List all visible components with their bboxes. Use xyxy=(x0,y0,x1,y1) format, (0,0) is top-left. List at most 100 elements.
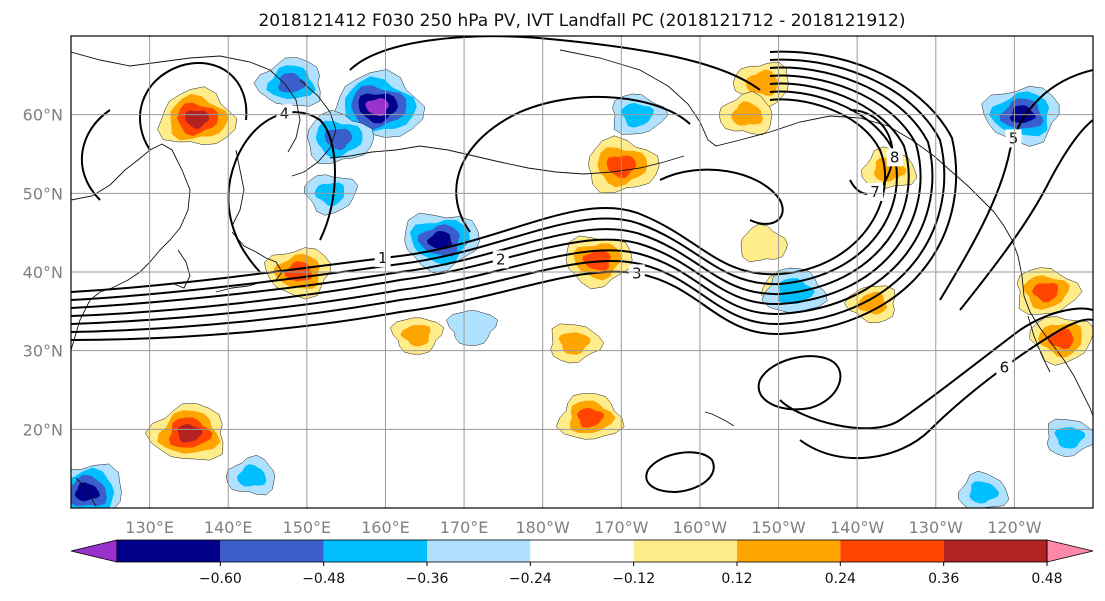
positive-anomaly-blob-6-level-2 xyxy=(1032,282,1059,303)
colorbar-tick-label: −0.60 xyxy=(199,571,242,587)
coastline-alaska xyxy=(559,49,995,213)
negative-anomaly-blob-4-level-2 xyxy=(278,73,307,93)
colorbar-segment xyxy=(633,540,737,562)
colorbar-tick-label: −0.48 xyxy=(302,571,345,587)
latitude-tick-label: 50°N xyxy=(23,184,63,203)
positive-anomaly-blob-11-level-1 xyxy=(558,332,591,355)
longitude-tick-label: 140°E xyxy=(204,518,253,537)
colorbar-tick-label: 0.24 xyxy=(825,571,856,587)
pv-contours xyxy=(71,36,1093,494)
coastline-baja xyxy=(1027,315,1051,373)
negative-anomaly-blob-11-level-1 xyxy=(1054,427,1085,449)
longitude-tick-label: 160°W xyxy=(673,518,728,537)
pv-contour-east-1 xyxy=(939,69,1093,301)
coastline-asia xyxy=(71,143,191,351)
pv-contour-jet-1 xyxy=(71,98,886,293)
latitude-tick-label: 60°N xyxy=(23,106,63,125)
contour-label: 8 xyxy=(890,148,900,166)
positive-anomaly-blob-2-level-2 xyxy=(582,249,611,271)
lat-lon-grid xyxy=(71,36,1093,508)
pv-contour-ring-1 xyxy=(757,355,842,411)
pv-contour-subtrop-1 xyxy=(779,307,1093,430)
colorbar-segment xyxy=(737,540,841,562)
negative-anomaly-blob-9-level-1 xyxy=(237,464,267,487)
longitude-tick-label: 170°W xyxy=(594,518,649,537)
pv-contour-west-3 xyxy=(81,109,111,201)
colorbar-extend-min xyxy=(70,539,118,563)
coastline-sakhalin xyxy=(231,149,245,227)
negative-anomaly-blob-0-level-4 xyxy=(365,98,389,117)
colorbar-segment xyxy=(117,540,221,562)
coastline-aleutians xyxy=(329,145,685,175)
negative-anomaly-blob-7-level-1 xyxy=(314,182,344,207)
longitude-tick-label: 140°W xyxy=(830,518,885,537)
coastline-north-america xyxy=(993,211,1093,417)
longitude-tick-label: 180°W xyxy=(516,518,571,537)
pv-contour-ring-4 xyxy=(659,168,784,225)
longitude-tick-label: 160°E xyxy=(361,518,410,537)
coastline-kamchatka xyxy=(291,79,337,177)
longitude-tick-labels: 130°E 140°E 150°E 160°E 170°E 180°W 170°W 160°W… xyxy=(125,518,1041,537)
contour-label-bg xyxy=(996,358,1013,377)
negative-anomaly-blob-10-level-1 xyxy=(969,481,999,504)
pv-contour-east-2 xyxy=(959,119,1093,311)
contour-label: 7 xyxy=(870,183,880,201)
pv-contour-jet-5 xyxy=(71,66,934,325)
negative-anomaly-blob-2-level-3 xyxy=(426,231,453,249)
colorbar-segment xyxy=(427,540,531,562)
colorbar-tick-label: 0.12 xyxy=(721,571,752,587)
pv-contour-labels: 1 2 3 4 5 6 78 xyxy=(276,104,1022,377)
colorbar-segment xyxy=(530,540,634,562)
colorbar-segment xyxy=(943,540,1047,562)
coastline-siberia xyxy=(71,51,301,153)
contour-label: 1 xyxy=(378,249,388,267)
negative-anomaly-blob-6-level-1 xyxy=(621,102,655,128)
colorbar-tick-label: 0.48 xyxy=(1031,571,1062,587)
positive-anomaly-blob-5-level-2 xyxy=(577,407,604,428)
contour-label-bg xyxy=(276,104,293,123)
longitude-tick-label: 130°E xyxy=(125,518,174,537)
contour-label: 3 xyxy=(632,264,642,282)
colorbar-tick-label: 0.36 xyxy=(928,571,959,587)
contour-label: 4 xyxy=(280,104,290,122)
coastline-philippines xyxy=(75,477,97,507)
contour-label: 2 xyxy=(496,250,506,268)
positive-anomaly-blob-9-level-1 xyxy=(730,101,763,126)
pv-contour-jet-3 xyxy=(71,82,910,309)
pv-contour-west-1 xyxy=(227,111,336,273)
longitude-tick-label: 130°W xyxy=(909,518,964,537)
figure-title: 2018121412 F030 250 hPa PV, IVT Landfall… xyxy=(258,11,905,31)
pv-contour-west-2 xyxy=(139,62,248,151)
latitude-tick-label: 20°N xyxy=(23,420,63,439)
colorbar-segment xyxy=(840,540,944,562)
longitude-tick-label: 150°E xyxy=(283,518,332,537)
colorbar-tick-label: −0.24 xyxy=(509,571,552,587)
positive-anomaly-blob-4-level-3 xyxy=(177,424,203,443)
longitude-tick-label: 150°W xyxy=(751,518,806,537)
contour-label-bg xyxy=(1005,129,1022,148)
colorbar-segment xyxy=(323,540,427,562)
colorbar-segment xyxy=(220,540,324,562)
pv-contour-subtrop-2 xyxy=(799,318,1093,460)
latitude-tick-label: 40°N xyxy=(23,263,63,282)
positive-anomaly-blob-12-level-1 xyxy=(400,325,431,347)
coastline-hawaii xyxy=(704,411,735,427)
colorbar-tick-label: −0.36 xyxy=(406,571,449,587)
colorbar-outline xyxy=(116,539,1048,563)
pv-contour-ring-3 xyxy=(849,109,894,195)
negative-anomaly-blob-12-level-0 xyxy=(446,310,498,346)
latitude-tick-labels: 20°N 30°N 40°N 50°N 60°N xyxy=(23,106,63,440)
pv-contour-north-2 xyxy=(349,36,761,91)
contour-label: 5 xyxy=(1009,129,1019,147)
contour-label-bg xyxy=(886,148,903,167)
colorbar: −0.60 −0.48 −0.36 −0.24 −0.12 0.12 0.24 0.36 0.4… xyxy=(70,539,1094,587)
pv-contour-ring-2 xyxy=(645,451,715,494)
pv-contour-north-1 xyxy=(455,95,691,233)
contour-label-bg xyxy=(492,250,509,269)
colorbar-tick-label: −0.12 xyxy=(612,571,655,587)
contour-label-bg xyxy=(628,264,645,283)
pv-contour-jet-4 xyxy=(71,74,922,317)
contour-label-bg xyxy=(374,249,391,268)
longitude-tick-label: 120°W xyxy=(987,518,1042,537)
coastline-korea xyxy=(173,249,191,289)
